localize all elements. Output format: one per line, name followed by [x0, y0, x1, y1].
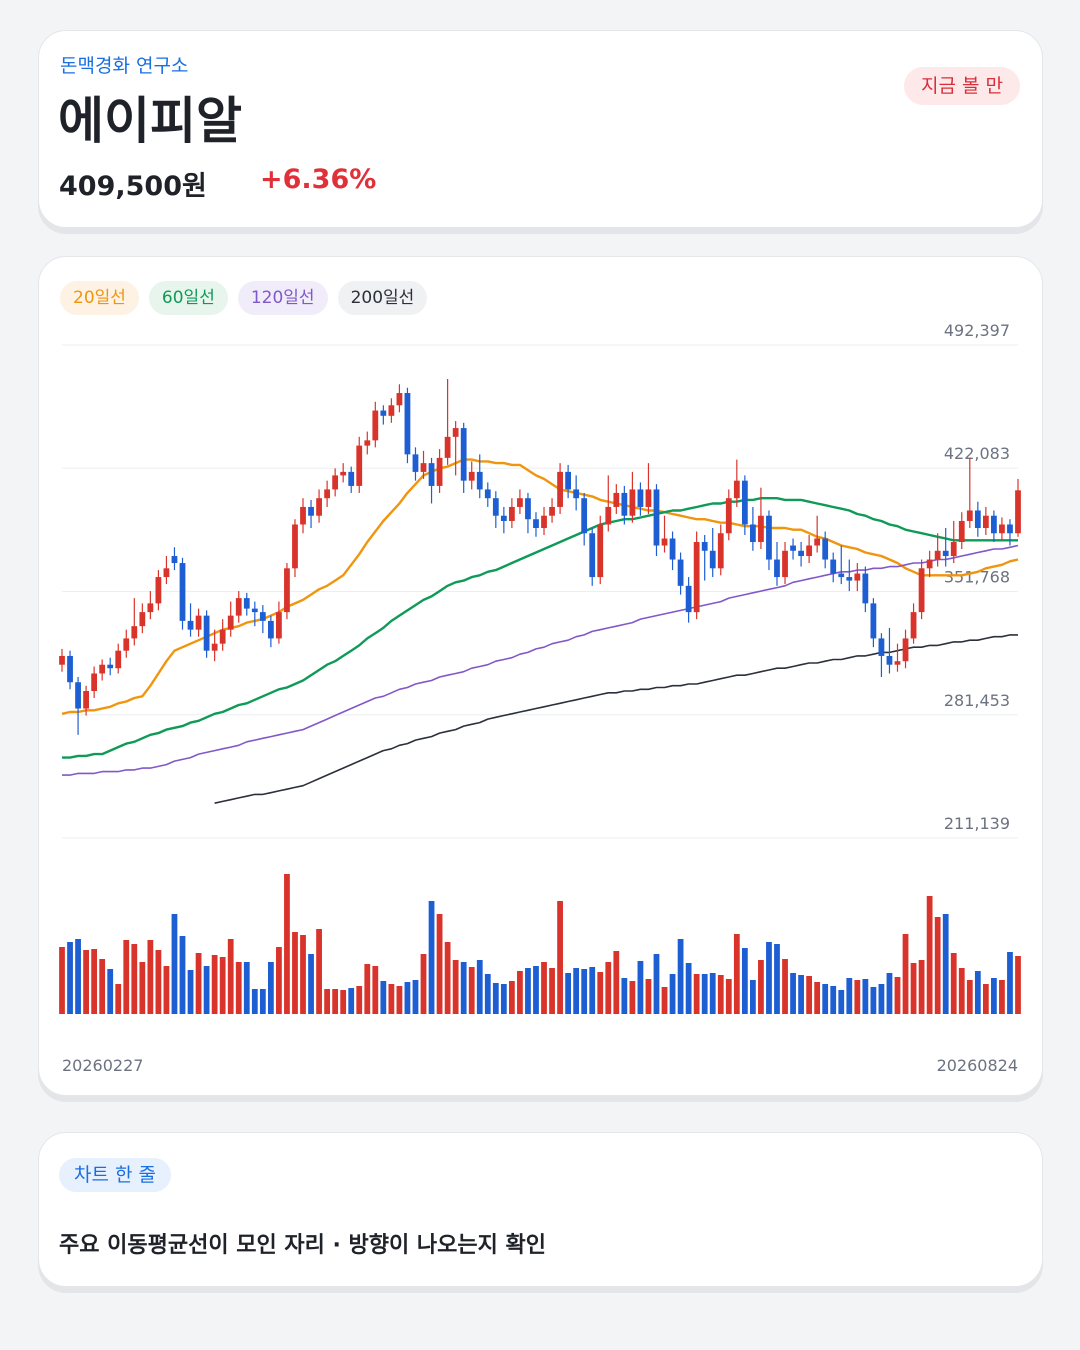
chart-card: 20일선 60일선 120일선 200일선: [38, 256, 1043, 1096]
summary-text: 주요 이동평균선이 모인 자리 · 방향이 나오는지 확인: [59, 1233, 547, 1258]
summary-card: 차트 한 줄 주요 이동평균선이 모인 자리 · 방향이 나오는지 확인: [38, 1132, 1043, 1287]
legend-item: 20일선: [60, 281, 139, 315]
brand: 돈맥경화 연구소: [60, 55, 189, 77]
legend-item: 120일선: [237, 281, 328, 315]
price: 409,500원: [59, 171, 207, 202]
badge: 지금 볼 만: [904, 67, 1020, 105]
legend-item: 200일선: [337, 281, 428, 315]
change: +6.36%: [260, 164, 377, 195]
header-card: 돈맥경화 연구소 에이피알 409,500원 +6.36% 지금 볼 만: [38, 30, 1043, 228]
summary-tag: 차트 한 줄: [59, 1158, 171, 1192]
legend-item: 60일선: [148, 281, 228, 315]
stock-name: 에이피알: [58, 92, 242, 150]
